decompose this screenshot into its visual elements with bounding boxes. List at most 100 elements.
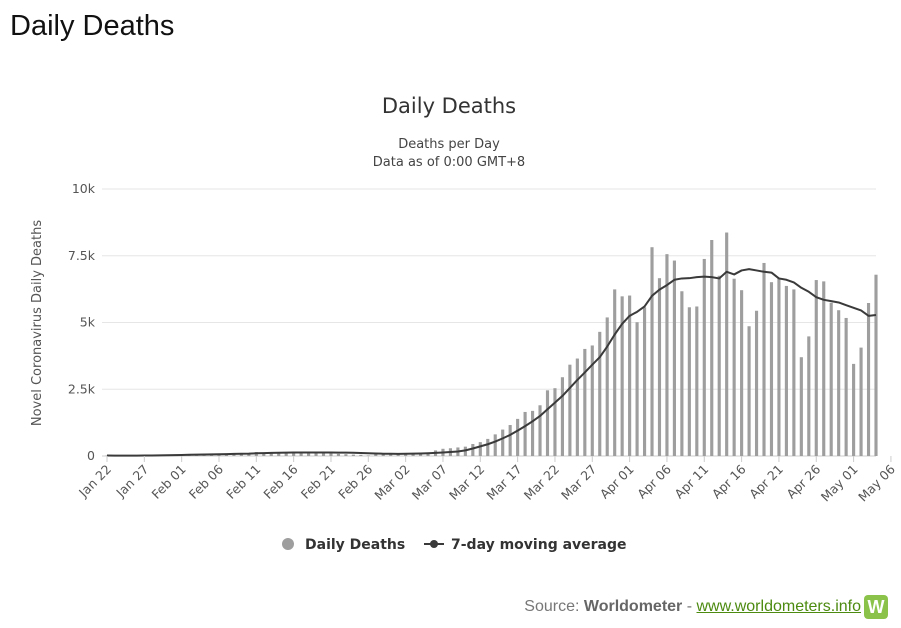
y-tick-label-1: 2.5k <box>68 381 96 396</box>
bar-72 <box>642 307 647 456</box>
x-tick-label-0: Jan 22 <box>75 462 114 501</box>
x-tick-label-20: May 01 <box>818 462 861 505</box>
bar-69 <box>620 296 624 456</box>
x-tick-label-21: May 06 <box>855 461 898 504</box>
bar-28 <box>314 452 318 456</box>
bar-85 <box>740 290 744 456</box>
moving-average-line-group <box>106 268 877 457</box>
y-axis-ticks: 0 2.5k 5k 7.5k 10k <box>68 181 96 463</box>
chart-subtitle-line-1: Deaths per Day <box>398 137 500 152</box>
bar-61 <box>560 377 564 456</box>
daily-deaths-bars <box>105 232 878 456</box>
y-tick-label-3: 7.5k <box>68 248 96 263</box>
x-tick-label-4: Feb 11 <box>223 462 263 502</box>
bar-51 <box>486 438 490 456</box>
bar-59 <box>545 390 550 456</box>
bar-60 <box>553 388 557 456</box>
bar-93 <box>799 357 803 456</box>
bar-82 <box>717 275 721 456</box>
x-tick-label-6: Feb 21 <box>298 462 338 502</box>
source-link[interactable]: www.worldometers.info <box>696 598 862 615</box>
bar-71 <box>635 322 639 456</box>
bar-76 <box>672 260 676 456</box>
x-tick-label-10: Mar 12 <box>446 462 487 503</box>
x-tick-label-17: Apr 16 <box>709 461 749 501</box>
bar-73 <box>650 247 654 456</box>
bar-77 <box>680 291 684 456</box>
legend-marker-moving-average <box>430 540 438 548</box>
legend-item-moving-average[interactable]: 7-day moving average <box>424 537 627 553</box>
x-tick-label-1: Jan 27 <box>112 462 151 501</box>
bar-22 <box>269 452 273 456</box>
x-tick-label-5: Feb 16 <box>260 461 300 501</box>
bar-58 <box>538 405 542 456</box>
bar-30 <box>329 453 333 456</box>
x-tick-label-8: Mar 02 <box>371 462 412 503</box>
bar-34 <box>359 454 363 456</box>
x-tick-label-3: Feb 06 <box>186 461 226 501</box>
bar-19 <box>247 453 251 456</box>
bar-56 <box>523 411 527 456</box>
bar-31 <box>336 453 341 456</box>
source-name: Worldometer <box>583 598 683 615</box>
bar-87 <box>754 310 759 456</box>
x-tick-label-18: Apr 21 <box>746 462 786 502</box>
bar-55 <box>516 418 520 456</box>
bar-35 <box>366 455 370 456</box>
bar-89 <box>769 282 774 456</box>
x-tick-label-14: Apr 01 <box>597 462 637 502</box>
bar-37 <box>381 454 385 456</box>
bar-83 <box>725 232 729 456</box>
bar-97 <box>829 302 833 456</box>
bar-43 <box>426 452 430 456</box>
bar-57 <box>530 410 535 456</box>
bar-36 <box>374 454 378 456</box>
bar-91 <box>784 285 788 456</box>
bar-102 <box>866 303 871 456</box>
source-prefix: Source: <box>524 598 584 615</box>
bar-88 <box>762 262 766 456</box>
page-heading: Daily Deaths <box>10 10 175 42</box>
bar-41 <box>411 453 415 456</box>
bar-96 <box>822 281 826 456</box>
bar-94 <box>807 336 811 456</box>
bar-68 <box>613 289 617 456</box>
y-tick-label-4: 10k <box>72 181 96 196</box>
x-tick-label-9: Mar 07 <box>409 462 450 503</box>
bar-52 <box>493 434 497 456</box>
bar-42 <box>419 453 423 456</box>
bar-21 <box>262 452 266 456</box>
bar-26 <box>299 453 303 456</box>
bar-63 <box>575 358 579 456</box>
x-tick-label-13: Mar 27 <box>558 462 599 503</box>
bar-92 <box>792 289 796 456</box>
bar-103 <box>874 274 878 456</box>
bar-99 <box>844 317 848 456</box>
source-credit: Source: Worldometer - www.worldometers.i… <box>524 598 861 616</box>
bar-74 <box>657 278 662 456</box>
bar-84 <box>732 278 736 456</box>
x-tick-label-2: Feb 01 <box>148 462 188 502</box>
daily-deaths-chart: Daily Deaths Deaths per Day Data as of 0… <box>30 94 898 553</box>
bar-80 <box>702 258 706 456</box>
y-tick-label-2: 5k <box>80 315 96 330</box>
bar-40 <box>404 454 408 456</box>
bar-101 <box>859 347 863 456</box>
bar-64 <box>583 348 587 456</box>
bar-66 <box>598 331 602 456</box>
bar-75 <box>665 254 669 456</box>
legend-item-daily-deaths[interactable]: Daily Deaths <box>282 537 405 553</box>
bar-27 <box>307 452 311 456</box>
bar-53 <box>501 429 505 456</box>
bar-81 <box>710 239 714 456</box>
bar-29 <box>321 452 326 456</box>
bar-23 <box>277 452 281 456</box>
bar-32 <box>344 454 348 456</box>
bar-98 <box>837 310 841 456</box>
x-tick-label-15: Apr 06 <box>634 461 674 501</box>
bar-100 <box>852 363 856 456</box>
worldometer-logo-icon[interactable]: W <box>864 595 888 619</box>
legend[interactable]: Daily Deaths 7-day moving average <box>282 537 627 553</box>
bar-65 <box>590 345 594 456</box>
